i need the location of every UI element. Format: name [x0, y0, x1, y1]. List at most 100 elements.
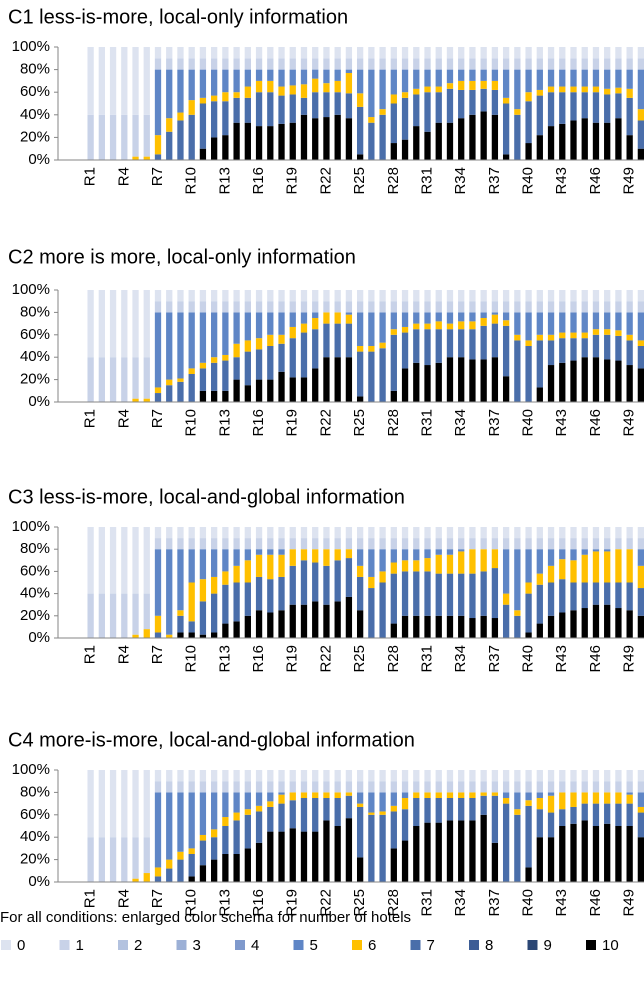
bar-segment [267, 334, 274, 346]
bar-segment [199, 301, 207, 313]
bar-segment [188, 781, 195, 793]
legend-label: 5 [310, 937, 318, 954]
bar-segment [300, 798, 308, 832]
x-tick-label: R25 [351, 409, 368, 437]
bar-segment [491, 312, 499, 315]
x-tick-label: R49 [621, 167, 638, 195]
bar-segment [177, 301, 184, 313]
bar-segment [615, 538, 622, 550]
bar-segment [458, 58, 465, 70]
bar-segment [615, 549, 622, 583]
y-tick-label: 60% [20, 562, 50, 579]
x-tick-label: R28 [385, 645, 402, 673]
bar-segment [525, 92, 532, 102]
bar-segment [233, 770, 240, 782]
bar-segment [435, 58, 442, 70]
bar-segment [390, 623, 397, 638]
bar-segment [480, 359, 487, 402]
bar-segment [334, 80, 341, 93]
bar-segment [267, 379, 274, 402]
bar-segment [559, 86, 566, 93]
bar-segment [480, 770, 487, 782]
bar-segment [469, 792, 476, 798]
bar-segment [356, 47, 364, 59]
x-tick-label: R43 [553, 889, 570, 917]
bar-segment [413, 781, 420, 793]
bar-segment [368, 117, 375, 123]
bar-segment [502, 527, 510, 539]
bar-segment [300, 332, 308, 378]
bar-segment [637, 781, 644, 793]
bar-segment [502, 376, 510, 402]
bar-segment [379, 47, 386, 59]
bar-segment [570, 86, 577, 93]
bar-segment [177, 69, 184, 113]
bar-segment [525, 770, 532, 782]
bar-segment [514, 615, 521, 638]
bar-segment [446, 554, 454, 574]
bar-segment [188, 538, 195, 550]
bar-segment [233, 854, 240, 882]
bar-segment [312, 601, 319, 638]
bar-segment [188, 58, 195, 70]
bar-segment [491, 770, 499, 782]
bar-segment [267, 801, 274, 807]
bar-segment [289, 828, 296, 882]
bar-segment [581, 582, 588, 609]
x-tick-label: R22 [317, 889, 334, 917]
bar-segment [615, 93, 622, 119]
bar-segment [570, 58, 577, 70]
bar-segment [289, 377, 296, 402]
bar-segment [570, 770, 577, 782]
bar-segment [525, 47, 532, 59]
x-tick-label: R46 [587, 889, 604, 917]
bar-segment [435, 47, 442, 59]
bar-segment [154, 781, 162, 793]
bar-segment [98, 290, 105, 358]
x-tick-label: R46 [587, 167, 604, 195]
bar-segment [356, 792, 364, 804]
bar-segment [413, 549, 420, 561]
bar-segment [390, 312, 397, 330]
bar-segment [604, 604, 611, 638]
bar-segment [278, 781, 285, 793]
bar-segment [480, 814, 487, 882]
bar-segment [222, 360, 229, 391]
bar-segment [244, 538, 251, 550]
bar-segment [368, 69, 375, 118]
bar-segment [491, 323, 499, 358]
bar-segment [233, 549, 240, 566]
bar-segment [435, 301, 442, 313]
x-tick-label: R31 [418, 167, 435, 195]
bar-segment [244, 47, 251, 59]
bar-segment [143, 47, 150, 115]
bar-segment [244, 781, 251, 793]
bar-segment [323, 58, 330, 70]
bar-segment [278, 554, 285, 577]
bar-segment [547, 92, 555, 127]
bar-segment [424, 329, 431, 366]
bar-segment [536, 549, 543, 574]
bar-segment [345, 549, 353, 559]
bar-segment [536, 623, 543, 638]
legend-label: 1 [76, 937, 84, 954]
bar-segment [615, 803, 622, 826]
bar-segment [379, 69, 386, 110]
bar-segment [345, 72, 353, 94]
bar-segment [401, 615, 409, 638]
bar-segment [491, 792, 499, 796]
bar-segment [244, 122, 251, 160]
bar-segment [188, 374, 195, 402]
bar-segment [469, 527, 476, 539]
bar-segment [199, 368, 207, 391]
bar-segment [615, 330, 622, 336]
bar-segment [255, 805, 263, 812]
bar-segment [435, 69, 442, 87]
legend-swatch [527, 940, 538, 950]
bar-segment [211, 593, 218, 633]
bar-segment [222, 584, 229, 624]
y-tick-label: 0% [28, 873, 50, 890]
bar-segment [121, 593, 128, 638]
bar-segment [278, 343, 285, 372]
bar-segment [312, 792, 319, 798]
